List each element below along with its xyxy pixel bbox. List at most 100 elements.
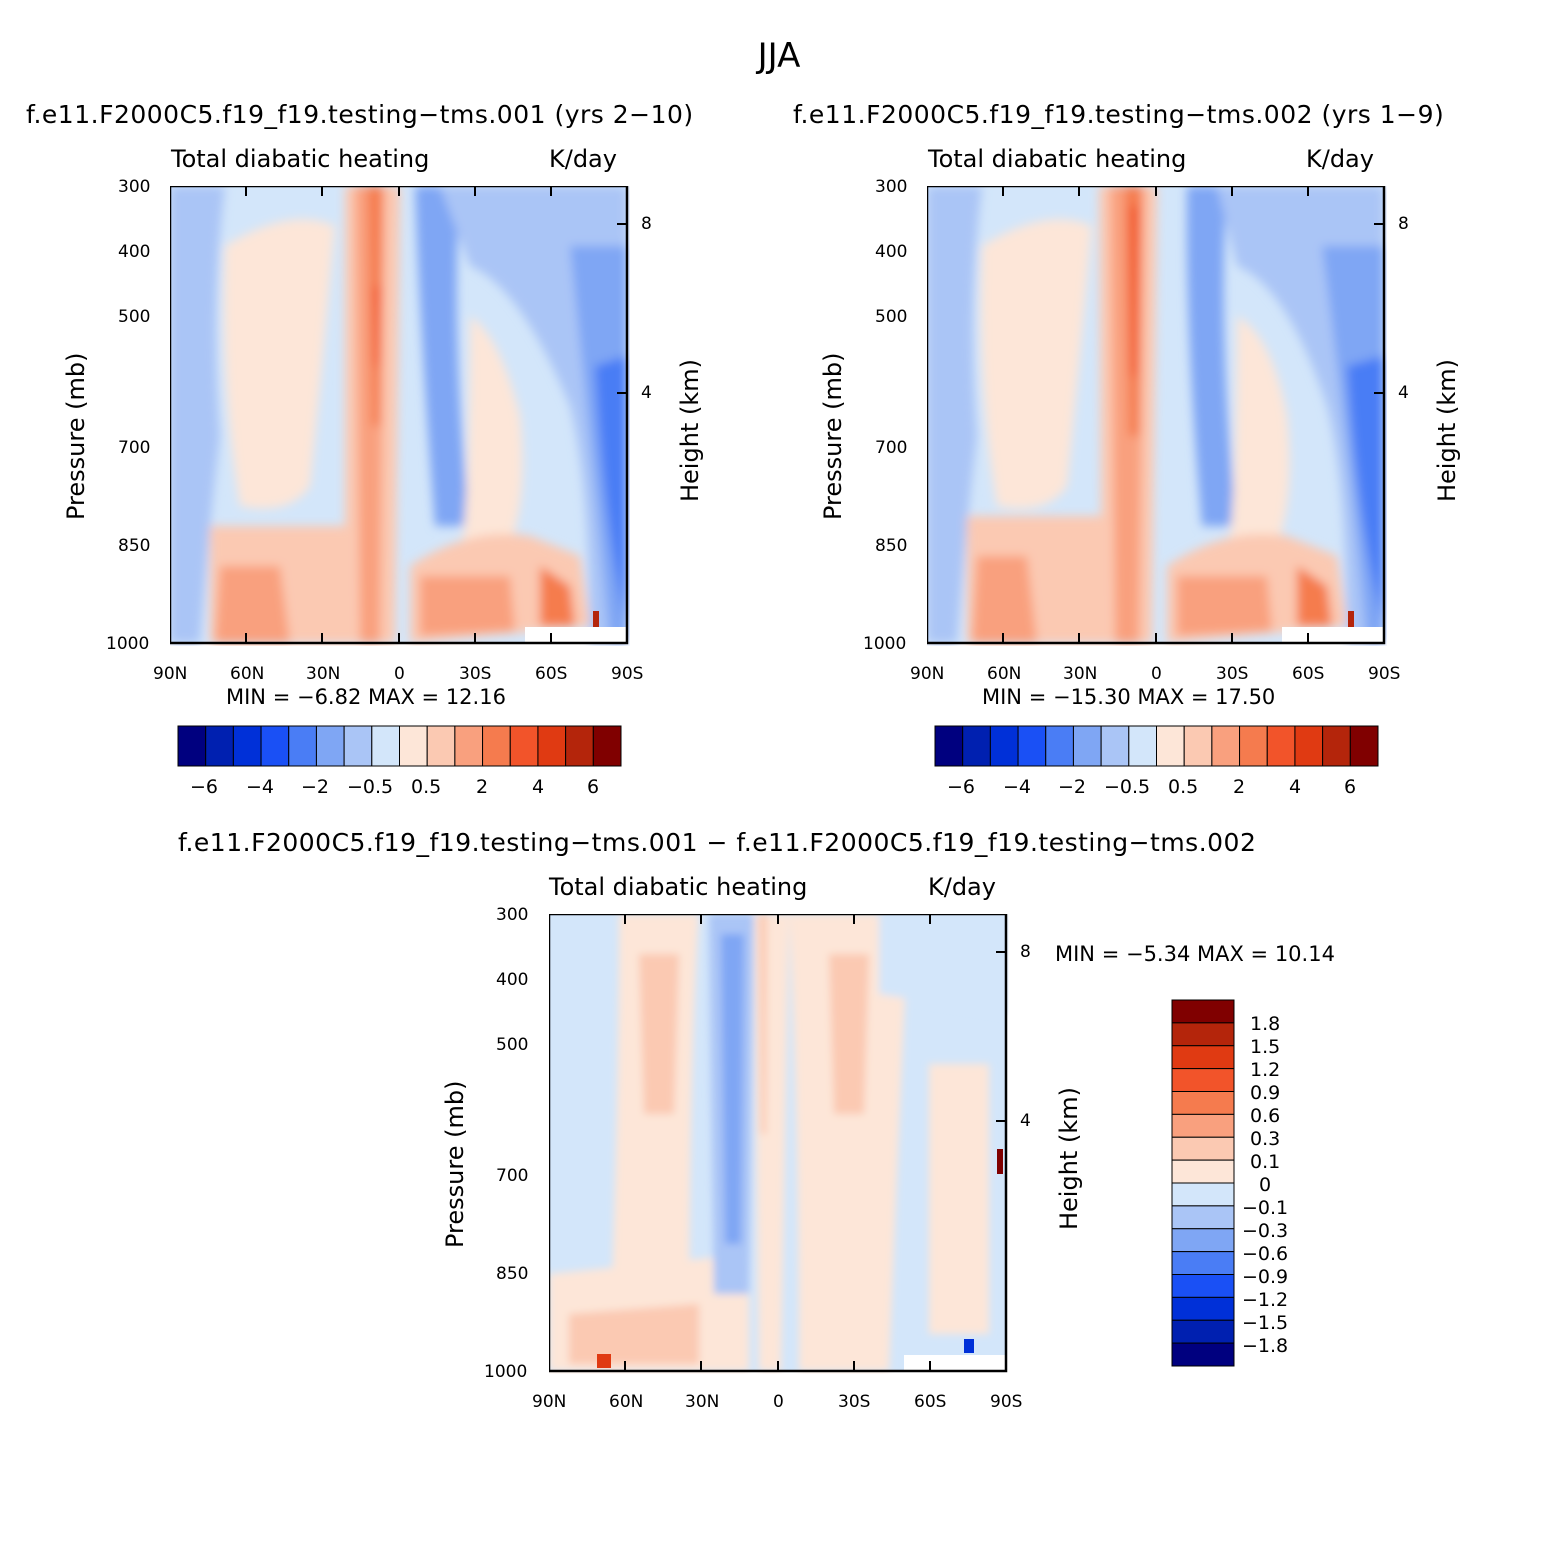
panel-3-xtick-60s: 60S bbox=[914, 1392, 947, 1412]
panel-1-ytick-300: 300 bbox=[118, 177, 151, 197]
panel-2-xtick-90s: 90S bbox=[1368, 664, 1401, 684]
colorbar-swatch bbox=[1349, 725, 1379, 767]
panel-3-colorbar bbox=[1171, 999, 1235, 1367]
colorbar-swatch bbox=[1322, 725, 1351, 767]
panel-3-colorbar-label: 0.3 bbox=[1250, 1128, 1281, 1150]
panel-3-pressure-axis-label: Pressure (mb) bbox=[441, 1080, 469, 1248]
panel-2-min-max: MIN = −15.30 MAX = 17.50 bbox=[982, 685, 1276, 709]
panel-3-region-cool-upper bbox=[879, 914, 1006, 1014]
panel-1-colorbar-label: −6 bbox=[190, 776, 219, 798]
colorbar-swatch bbox=[1100, 725, 1130, 767]
colorbar-swatch bbox=[592, 725, 622, 767]
panel-2-xtick-30s: 30S bbox=[1216, 664, 1249, 684]
colorbar-swatch bbox=[1266, 725, 1296, 767]
panel-2-height-tick-8: 8 bbox=[1398, 214, 1409, 234]
colorbar-swatch bbox=[989, 725, 1019, 767]
panel-2-missing-data bbox=[1282, 627, 1384, 643]
panel-1-height-tick-8: 8 bbox=[641, 214, 652, 234]
colorbar-swatch bbox=[315, 725, 345, 767]
colorbar-swatch bbox=[1171, 1091, 1235, 1115]
colorbar-swatch bbox=[1171, 999, 1235, 1024]
panel-3-ytick-1000: 1000 bbox=[484, 1362, 528, 1382]
panel-3-height-axis-label: Height (km) bbox=[1055, 1087, 1083, 1230]
colorbar-swatch bbox=[1171, 1319, 1235, 1344]
panel-3-region-warm-2 bbox=[639, 954, 679, 1114]
colorbar-swatch bbox=[343, 725, 373, 767]
colorbar-swatch bbox=[426, 725, 456, 767]
panel-1-colorbar-label: 0.5 bbox=[411, 776, 442, 798]
panel-1-ticks bbox=[245, 186, 627, 643]
panel-2-colorbar-label: 4 bbox=[1289, 776, 1302, 798]
panel-1-xtick-60n: 60N bbox=[230, 664, 265, 684]
panel-2-colorbar-label: −6 bbox=[947, 776, 976, 798]
panel-3-colorbar-label: −1.8 bbox=[1242, 1335, 1289, 1357]
panel-1-colorbar-label: −0.5 bbox=[347, 776, 394, 798]
panel-3-xtick-0: 0 bbox=[773, 1392, 784, 1412]
panel-1-xtick-30s: 30S bbox=[459, 664, 492, 684]
colorbar-swatch bbox=[1171, 1251, 1235, 1275]
panel-3-colorbar-label: 1.8 bbox=[1250, 1013, 1281, 1035]
colorbar-swatch bbox=[177, 725, 207, 767]
panel-2-variable-label: Total diabatic heating bbox=[928, 145, 1187, 173]
panel-2-xtick-60n: 60N bbox=[987, 664, 1022, 684]
panel-1-units-label: K/day bbox=[549, 145, 617, 173]
panel-3-height-tick-8: 8 bbox=[1020, 942, 1031, 962]
panel-2-region-nh-pbl-core bbox=[972, 556, 1037, 643]
panel-3-region-cool-2 bbox=[721, 934, 744, 1244]
panel-3-contour-plot bbox=[549, 914, 1008, 1373]
colorbar-swatch bbox=[482, 725, 511, 767]
panel-2-pressure-axis-label: Pressure (mb) bbox=[819, 352, 847, 520]
panel-2-colorbar-label: −0.5 bbox=[1104, 776, 1151, 798]
panel-3-xtick-90n: 90N bbox=[532, 1392, 567, 1412]
panel-2-colorbar-label: −4 bbox=[1003, 776, 1032, 798]
colorbar-swatch bbox=[1171, 1113, 1235, 1138]
panel-2-ytick-1000: 1000 bbox=[863, 634, 907, 654]
panel-2-colorbar-label: −2 bbox=[1058, 776, 1087, 798]
panel-1-contour-plot bbox=[170, 186, 629, 645]
panel-2-colorbar-boxes bbox=[934, 725, 1379, 767]
panel-1-colorbar-label: 6 bbox=[587, 776, 600, 798]
colorbar-swatch bbox=[1294, 725, 1324, 767]
panel-3-colorbar-label: −1.2 bbox=[1242, 1289, 1289, 1311]
panel-3-colorbar-label: 0.1 bbox=[1250, 1151, 1281, 1173]
page-title: JJA bbox=[757, 36, 801, 76]
panel-2-colorbar bbox=[934, 725, 1379, 767]
panel-1-height-tick-4: 4 bbox=[641, 383, 652, 403]
panel-3-ytick-850: 850 bbox=[496, 1264, 529, 1284]
panel-2-xtick-90n: 90N bbox=[910, 664, 945, 684]
panel-2-region-itcz-max bbox=[1130, 206, 1138, 376]
panel-2-ytick-850: 850 bbox=[875, 536, 908, 556]
panel-3-xtick-30n: 30N bbox=[685, 1392, 720, 1412]
panel-1-ytick-850: 850 bbox=[118, 536, 151, 556]
panel-1-region-nh-cooling bbox=[170, 186, 225, 643]
panel-3-region-warm-sh-2 bbox=[829, 954, 869, 1114]
panel-1-xtick-0: 0 bbox=[394, 664, 405, 684]
panel-2-units-label: K/day bbox=[1306, 145, 1374, 173]
panel-3-ytick-700: 700 bbox=[496, 1166, 529, 1186]
colorbar-swatch bbox=[1128, 725, 1157, 767]
panel-1-region-sh-warm bbox=[460, 316, 523, 566]
colorbar-swatch bbox=[1171, 1136, 1235, 1161]
panel-1-region-sh-pbl-core bbox=[420, 576, 515, 636]
panel-3-colorbar-label: −0.6 bbox=[1242, 1243, 1289, 1265]
colorbar-swatch bbox=[1171, 1022, 1235, 1047]
panel-1-xtick-30n: 30N bbox=[306, 664, 341, 684]
panel-2-region-sh-warm bbox=[1227, 316, 1290, 566]
colorbar-swatch bbox=[1156, 725, 1185, 767]
panel-3-colorbar-label: −1.5 bbox=[1242, 1312, 1289, 1334]
colorbar-swatch bbox=[232, 725, 262, 767]
panel-1-xtick-60s: 60S bbox=[535, 664, 568, 684]
panel-1-ytick-400: 400 bbox=[118, 242, 151, 262]
panel-1-colorbar-label: −4 bbox=[246, 776, 275, 798]
panel-2-region-nh-cooling bbox=[927, 186, 982, 643]
panel-1-region-sh-subtropic-cooling bbox=[415, 186, 470, 526]
colorbar-swatch bbox=[962, 725, 991, 767]
colorbar-swatch bbox=[1171, 1274, 1235, 1298]
panel-3-ytick-300: 300 bbox=[496, 905, 529, 925]
panel-3-region-warm-sh bbox=[789, 914, 909, 1371]
panel-2-region-nh-warm bbox=[981, 219, 1092, 509]
colorbar-swatch bbox=[399, 725, 428, 767]
colorbar-swatch bbox=[1171, 1182, 1235, 1207]
panel-1-colorbar-label: 4 bbox=[532, 776, 545, 798]
panel-1-ytick-500: 500 bbox=[118, 307, 151, 327]
